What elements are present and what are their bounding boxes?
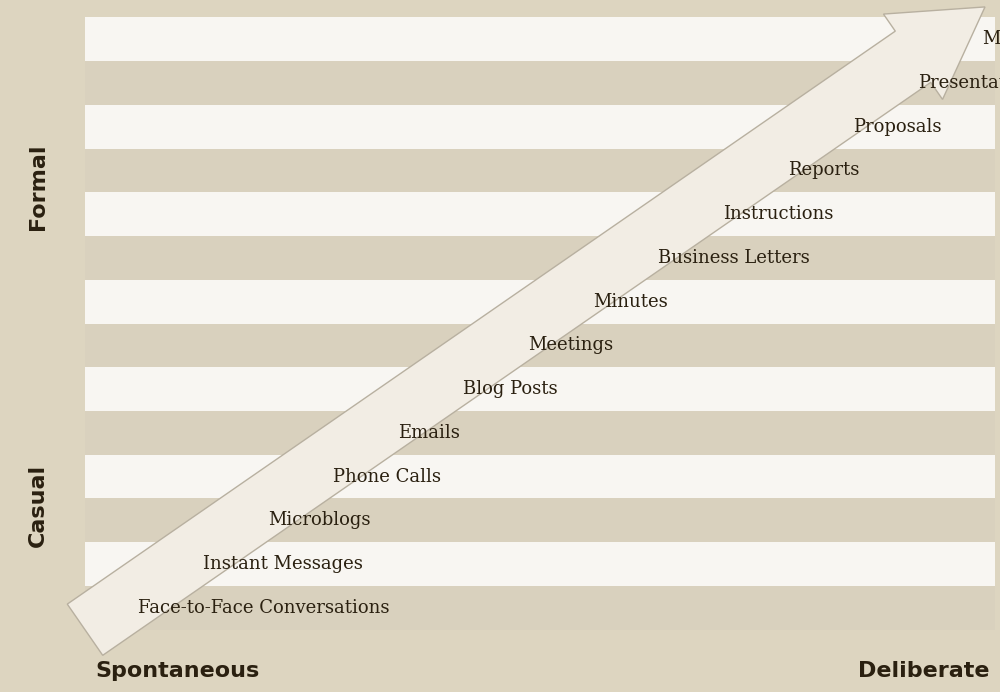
Bar — [85, 280, 995, 324]
Text: Deliberate: Deliberate — [858, 662, 990, 681]
Text: Microblogs: Microblogs — [268, 511, 371, 529]
Text: Blog Posts: Blog Posts — [463, 380, 558, 398]
Bar — [85, 543, 995, 586]
Text: Proposals: Proposals — [853, 118, 942, 136]
Text: Emails: Emails — [398, 424, 460, 442]
Bar — [85, 104, 995, 149]
Polygon shape — [67, 7, 985, 655]
Text: Meetings: Meetings — [528, 336, 613, 354]
Bar — [85, 192, 995, 236]
Text: Phone Calls: Phone Calls — [333, 468, 441, 486]
Text: Minutes: Minutes — [593, 293, 668, 311]
Bar — [85, 586, 995, 630]
Bar — [85, 411, 995, 455]
Bar — [85, 61, 995, 104]
Text: Face-to-Face Conversations: Face-to-Face Conversations — [138, 599, 390, 617]
Bar — [85, 236, 995, 280]
Text: Management Writing: Management Writing — [983, 30, 1000, 48]
Text: Reports: Reports — [788, 161, 859, 179]
Bar — [85, 455, 995, 498]
Text: Business Letters: Business Letters — [658, 249, 810, 267]
Text: Presentations: Presentations — [918, 74, 1000, 92]
Bar — [85, 324, 995, 367]
Text: Spontaneous: Spontaneous — [95, 662, 259, 681]
Text: Formal: Formal — [28, 144, 48, 230]
Text: Instant Messages: Instant Messages — [203, 555, 363, 573]
Bar — [85, 498, 995, 543]
Bar — [85, 149, 995, 192]
Bar — [85, 17, 995, 61]
Text: Instructions: Instructions — [723, 205, 833, 223]
Text: Casual: Casual — [28, 464, 48, 547]
Bar — [0, 0, 85, 692]
Bar — [85, 367, 995, 411]
